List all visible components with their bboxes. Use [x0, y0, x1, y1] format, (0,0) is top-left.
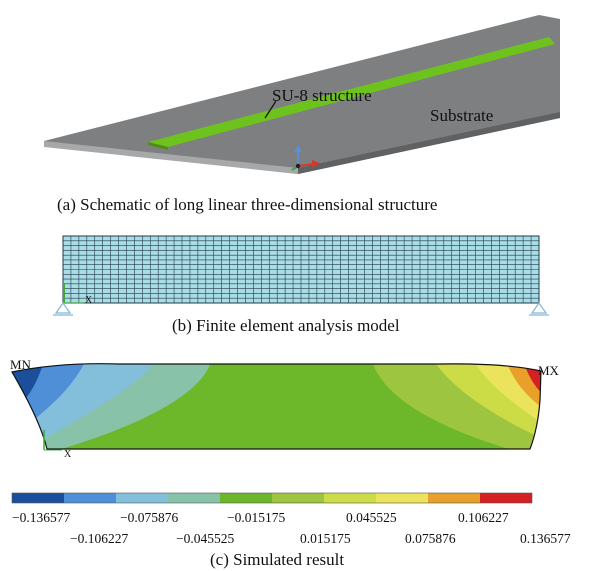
- fe-axis-x-label: X: [85, 295, 93, 306]
- legend-tick-bottom: 0.136577: [520, 531, 571, 546]
- legend-tick-bottom: 0.075876: [405, 531, 456, 546]
- panel-c-caption: (c) Simulated result: [210, 550, 344, 569]
- substrate-label: Substrate: [430, 106, 493, 125]
- left-support-icon: [53, 301, 73, 316]
- legend-color-bar: [11, 492, 533, 504]
- legend-tick-bottom: −0.106227: [70, 531, 128, 546]
- legend-swatch: [428, 493, 480, 503]
- fe-mesh-lines: [63, 236, 539, 303]
- substrate-top: [44, 15, 560, 174]
- legend-tick-top: 0.045525: [346, 510, 397, 525]
- su8-structure-front-face: [148, 142, 168, 150]
- legend-tick-top: −0.075876: [120, 510, 178, 525]
- legend-swatch: [324, 493, 376, 503]
- su8-structure-label: SU-8 structure: [272, 86, 372, 105]
- su8-leader-line: [264, 100, 277, 119]
- panel-a-caption: (a) Schematic of long linear three-dimen…: [57, 195, 437, 214]
- substrate-front-edge: [44, 141, 298, 174]
- legend-tick-top: 0.106227: [458, 510, 509, 525]
- max-label: MX: [538, 363, 560, 378]
- coordinate-triad-icon: [291, 145, 320, 171]
- min-label: MN: [10, 357, 32, 372]
- panel-b-fe-model: X (b) Finite element analysis model: [53, 235, 549, 335]
- legend-tick-top: −0.015175: [227, 510, 285, 525]
- legend-swatch: [480, 493, 532, 503]
- legend-swatch: [168, 493, 220, 503]
- substrate-right-edge: [298, 112, 560, 174]
- panel-a-schematic: SU-8 structure Substrate (a) Schematic o…: [44, 15, 560, 214]
- legend-swatch: [220, 493, 272, 503]
- panel-c-simulated-result: X MN MX −0.136577 −0.075876 −0.015175 0.…: [10, 357, 571, 569]
- legend-swatch: [272, 493, 324, 503]
- right-support-icon: [529, 301, 549, 316]
- legend-swatch: [12, 493, 64, 503]
- legend-tick-top: −0.136577: [12, 510, 70, 525]
- legend-swatch: [116, 493, 168, 503]
- result-axis-x-label: X: [64, 449, 72, 460]
- legend-swatch: [376, 493, 428, 503]
- panel-b-caption: (b) Finite element analysis model: [172, 316, 400, 335]
- deformed-outline: [11, 363, 542, 450]
- legend-tick-bottom: −0.045525: [176, 531, 234, 546]
- stress-contour-field: [12, 363, 541, 449]
- su8-structure-strip: [148, 37, 555, 147]
- legend-tick-bottom: 0.015175: [300, 531, 351, 546]
- legend-swatch: [64, 493, 116, 503]
